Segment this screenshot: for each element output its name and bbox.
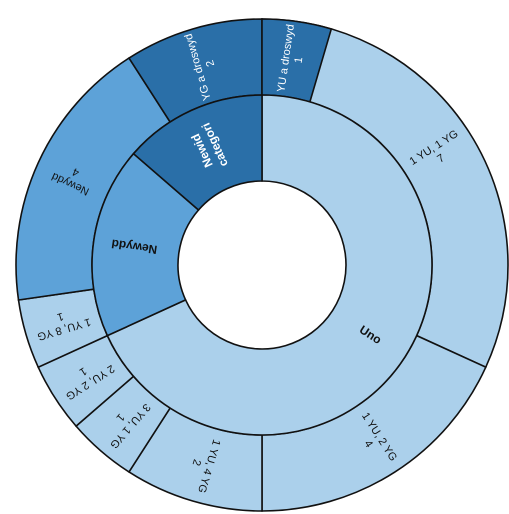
- inner-segment-uno: [106, 94, 433, 436]
- inner-label-newydd: Newydd: [111, 236, 159, 256]
- inner-ring: [91, 94, 433, 436]
- inner-segment-newid-categori: [132, 94, 263, 212]
- outer-ring: [15, 18, 509, 512]
- inner-segment-newydd: [91, 152, 200, 337]
